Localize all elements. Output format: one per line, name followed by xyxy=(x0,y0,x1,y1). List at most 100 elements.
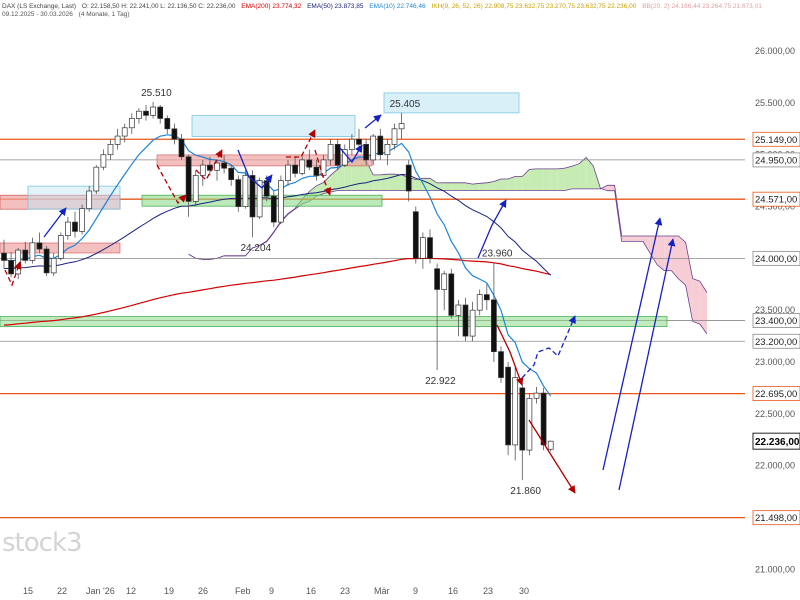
price-level-label: 23.200,00 xyxy=(755,337,797,348)
cloud-segment xyxy=(607,185,615,191)
cloud-segment xyxy=(621,235,629,242)
ema200-legend: EMA(200) 23.774,32 xyxy=(241,3,302,10)
x-axis-tick-label: 12 xyxy=(126,586,136,596)
candle-bear xyxy=(22,249,29,261)
candle-bull xyxy=(349,138,355,150)
candle-bull xyxy=(278,180,284,223)
cloud-segment xyxy=(493,178,501,191)
date-range: 09.12.2025 - 30.03.2026 xyxy=(2,11,73,18)
candle-bull xyxy=(320,159,327,176)
candle-bear xyxy=(185,156,192,202)
ema200-line xyxy=(3,257,551,326)
resistance-zone xyxy=(156,154,373,167)
candle-bear xyxy=(427,237,433,259)
chart-subheader: 09.12.2025 - 30.03.2026 (4 Monate, 1 Tag… xyxy=(2,11,133,18)
cloud-segment xyxy=(678,235,686,286)
candle-bear xyxy=(8,260,14,275)
candle-bear xyxy=(483,294,490,301)
candle-bear xyxy=(263,180,270,197)
candle-bull xyxy=(327,144,334,161)
cloud-segment xyxy=(572,163,580,189)
price-annotation: 21.860 xyxy=(510,486,541,497)
candle-bear xyxy=(270,195,277,223)
cloud-segment xyxy=(394,174,402,191)
candle-bull xyxy=(107,144,114,156)
symbol-label: DAX (LS Exchange, Last) xyxy=(2,3,77,10)
candle-bear xyxy=(306,159,313,168)
cloud-segment xyxy=(650,235,658,265)
x-axis-tick-label: 26 xyxy=(198,586,208,596)
y-axis-tick-label: 25.500,00 xyxy=(755,98,795,108)
ema50-line xyxy=(3,173,552,276)
cloud-segment xyxy=(472,183,480,191)
cloud-segment xyxy=(557,168,565,191)
candle-bull xyxy=(533,392,540,399)
price-level-box xyxy=(752,152,800,168)
y-axis-tick-label: 22.000,00 xyxy=(755,461,795,471)
projection-arrow-up xyxy=(364,114,382,129)
cloud-segment xyxy=(671,235,679,279)
cloud-segment xyxy=(337,163,345,191)
candle-bear xyxy=(519,387,526,451)
cloud-segment xyxy=(486,181,494,191)
x-axis-tick-label: 22 xyxy=(57,586,67,596)
cloud-segment xyxy=(685,242,693,322)
cloud-segment xyxy=(344,160,352,191)
ema10-line xyxy=(3,134,552,397)
price-level-box xyxy=(752,510,800,526)
cloud-segment xyxy=(657,235,665,271)
price-level-box xyxy=(752,313,800,328)
cloud-segment xyxy=(373,174,381,191)
candle-bull xyxy=(455,304,462,316)
x-axis-tick-label: 16 xyxy=(448,586,458,596)
candle-bear xyxy=(356,138,362,145)
projection-arrow-down xyxy=(156,164,187,205)
chart-header: DAX (LS Exchange, Last) O: 22.158,50 H: … xyxy=(2,3,766,10)
candle-bull xyxy=(420,237,426,259)
projection-arrow-down xyxy=(496,324,524,386)
price-level-box xyxy=(752,191,800,207)
candle-bull xyxy=(242,175,249,207)
bb-legend: BB(20, 2) 24.166,44 23.264,75 21.673,01 xyxy=(642,3,762,10)
cloud-segment xyxy=(543,168,551,191)
candle-bull xyxy=(299,159,306,174)
price-level-box xyxy=(752,250,800,266)
candle-bear xyxy=(221,162,227,169)
candle-bear xyxy=(292,164,298,174)
cloud-segment xyxy=(451,182,459,191)
candle-bull xyxy=(441,273,448,290)
candle-bear xyxy=(36,242,43,250)
cloud-segment xyxy=(635,235,643,242)
candle-bull xyxy=(65,221,71,236)
y-axis-tick-label: 26.000,00 xyxy=(755,46,795,56)
target-zone xyxy=(27,185,121,210)
cloud-segment xyxy=(692,278,700,325)
x-axis-tick-label: 16 xyxy=(306,586,316,596)
cloud-segment xyxy=(330,169,338,193)
ohlc-readout: O: 22.158,50 H: 22.241,00 L: 22.136,50 C… xyxy=(81,3,236,10)
ichimoku-span-b xyxy=(188,184,708,293)
candle-bull xyxy=(128,118,135,129)
candle-bull xyxy=(370,135,377,161)
ema50-legend: EMA(50) 23.873,85 xyxy=(307,3,364,10)
candle-bull xyxy=(50,258,57,274)
cloud-segment xyxy=(458,182,466,191)
y-axis-tick-label: 23.000,00 xyxy=(755,357,795,367)
projection-arrow-up xyxy=(43,207,67,238)
price-level-box xyxy=(752,386,800,402)
price-level-label: 24.571,00 xyxy=(755,195,797,206)
candle-bull xyxy=(57,235,64,259)
cloud-segment xyxy=(643,235,651,254)
last-price-box xyxy=(752,432,800,450)
candle-bear xyxy=(164,118,171,130)
projection-arrow-down xyxy=(4,261,22,287)
x-axis-tick-label: 19 xyxy=(164,586,174,596)
candle-bull xyxy=(150,106,156,116)
cloud-segment xyxy=(529,168,537,191)
x-axis-tick-label: Jan '26 xyxy=(86,586,115,596)
candle-bull xyxy=(547,440,554,450)
candle-bear xyxy=(377,135,384,156)
x-axis-tick-label: 23 xyxy=(483,586,493,596)
